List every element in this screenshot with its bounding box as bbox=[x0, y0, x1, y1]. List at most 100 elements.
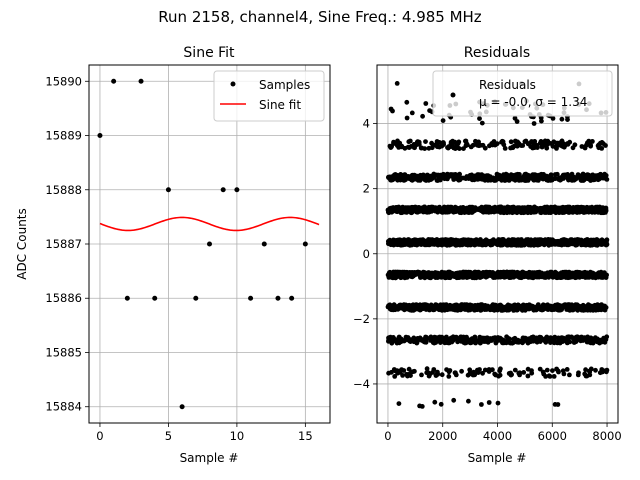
residuals-xtick-label: 4000 bbox=[483, 429, 512, 443]
residual-point bbox=[542, 210, 548, 215]
residual-point bbox=[576, 370, 581, 376]
residual-point bbox=[507, 205, 512, 210]
residual-point bbox=[562, 302, 568, 308]
figure-title: Run 2158, channel4, Sine Freq.: 4.985 MH… bbox=[158, 8, 482, 26]
residual-point bbox=[449, 204, 454, 210]
residual-point bbox=[420, 175, 426, 180]
residual-point bbox=[601, 307, 607, 312]
residual-point bbox=[399, 240, 405, 246]
residual-point bbox=[453, 335, 459, 341]
residual-point bbox=[447, 368, 453, 373]
residual-point bbox=[530, 145, 536, 151]
legend-samples-label: Samples bbox=[259, 78, 310, 92]
residual-point bbox=[465, 206, 471, 211]
residual-point bbox=[479, 402, 484, 407]
residual-point bbox=[484, 207, 490, 213]
residual-point bbox=[538, 139, 544, 144]
residual-point bbox=[593, 367, 598, 373]
residual-point bbox=[525, 210, 531, 216]
residual-point bbox=[427, 274, 433, 280]
sine-fit-plot-area bbox=[97, 78, 320, 410]
sine-fit-ytick-label: 15885 bbox=[45, 345, 82, 359]
residual-point bbox=[411, 335, 417, 341]
residual-point bbox=[409, 270, 415, 275]
residual-point bbox=[411, 305, 417, 311]
residual-point bbox=[427, 240, 433, 246]
residual-point bbox=[516, 140, 521, 146]
residual-point bbox=[489, 141, 495, 147]
residual-point bbox=[404, 372, 409, 377]
sine-fit-xtick-label: 15 bbox=[298, 429, 313, 443]
residual-point bbox=[542, 142, 548, 148]
residuals-ytick-label: −4 bbox=[353, 377, 370, 391]
residual-point bbox=[495, 307, 500, 313]
residual-point bbox=[435, 240, 441, 246]
residual-point bbox=[586, 275, 592, 280]
residual-point bbox=[546, 177, 551, 183]
sine-fit-grid bbox=[89, 65, 330, 423]
residual-point bbox=[482, 338, 487, 344]
residual-point bbox=[461, 238, 466, 244]
residual-point bbox=[515, 175, 520, 181]
residual-point bbox=[477, 340, 483, 346]
residual-point bbox=[565, 141, 571, 147]
residual-point bbox=[588, 176, 593, 182]
residual-point bbox=[416, 205, 422, 210]
residual-point bbox=[455, 208, 460, 214]
sample-point bbox=[124, 295, 130, 301]
residual-point bbox=[422, 339, 428, 345]
residual-point bbox=[599, 242, 604, 247]
residual-point bbox=[496, 303, 502, 308]
residual-point bbox=[472, 274, 478, 280]
residuals-ytick-label: 2 bbox=[363, 182, 370, 196]
residual-point bbox=[534, 143, 540, 148]
residual-point bbox=[396, 401, 402, 406]
residual-point bbox=[470, 372, 476, 378]
residual-point bbox=[440, 140, 446, 145]
residual-point bbox=[498, 272, 504, 278]
residuals-axes-frame bbox=[376, 64, 619, 424]
residual-point bbox=[442, 272, 448, 278]
residual-point bbox=[422, 205, 427, 211]
residual-point bbox=[487, 336, 493, 341]
residuals-legend: Residuals μ = -0.0, σ = 1.34 bbox=[432, 70, 613, 117]
residual-point bbox=[603, 143, 608, 148]
residual-point bbox=[434, 142, 440, 148]
residuals-ytick-label: 4 bbox=[363, 117, 370, 131]
residual-point bbox=[550, 176, 556, 182]
residual-point bbox=[403, 274, 409, 280]
residual-point bbox=[567, 241, 572, 247]
residual-point bbox=[389, 240, 395, 245]
residual-point bbox=[520, 143, 526, 148]
residual-point bbox=[405, 336, 411, 341]
residual-point bbox=[449, 339, 455, 345]
residuals-chart: Residuals 0 2000 4000 6000 8000 −4 −2 0 2 4 Sampl… bbox=[353, 45, 622, 465]
residual-point bbox=[393, 304, 399, 310]
legend-samples-marker bbox=[230, 81, 236, 87]
residual-point bbox=[511, 204, 517, 210]
sine-fit-xtick-label: 10 bbox=[230, 429, 245, 443]
residual-point bbox=[461, 146, 466, 152]
residual-point bbox=[399, 274, 405, 280]
residual-point bbox=[432, 399, 438, 405]
residual-point bbox=[590, 172, 595, 178]
residual-point bbox=[417, 403, 422, 409]
residual-point bbox=[483, 242, 489, 248]
residual-point bbox=[430, 307, 436, 312]
residual-point bbox=[497, 372, 503, 378]
residual-point bbox=[530, 205, 535, 211]
residual-point bbox=[387, 207, 392, 213]
residual-point bbox=[583, 367, 588, 373]
residual-point bbox=[490, 307, 496, 313]
residual-point bbox=[415, 336, 420, 341]
residuals-xtick-label: 2000 bbox=[428, 429, 457, 443]
residual-point bbox=[433, 372, 439, 378]
residual-point bbox=[599, 369, 605, 375]
residual-point bbox=[465, 142, 470, 148]
residual-point bbox=[476, 304, 482, 309]
residual-point bbox=[566, 334, 571, 340]
residual-point bbox=[452, 204, 458, 210]
residual-point bbox=[388, 177, 394, 182]
residual-point bbox=[410, 174, 415, 179]
residual-point bbox=[595, 143, 601, 149]
